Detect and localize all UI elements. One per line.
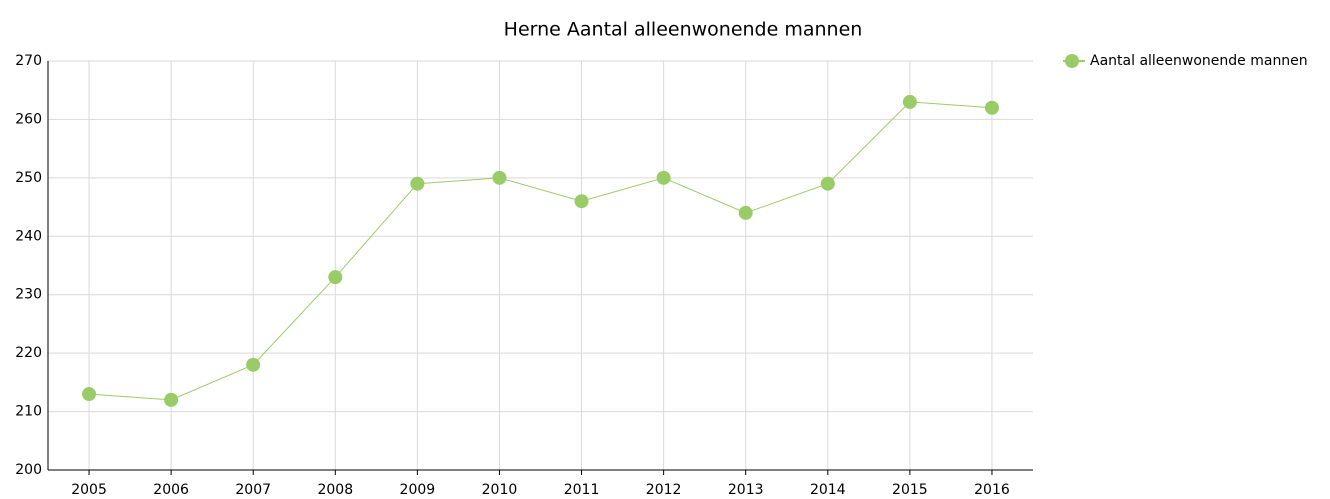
legend-marker	[1065, 54, 1079, 68]
y-tick-label: 230	[15, 287, 42, 303]
point	[984, 100, 999, 115]
x-tick-label: 2015	[892, 482, 928, 498]
y-tick-label: 210	[15, 404, 42, 420]
point	[902, 94, 917, 109]
point	[738, 205, 753, 220]
point	[492, 170, 507, 185]
point	[82, 387, 97, 402]
x-tick-label: 2012	[646, 482, 682, 498]
y-tick-label: 220	[15, 345, 42, 361]
point	[574, 194, 589, 209]
y-tick-label: 250	[15, 170, 42, 186]
series-line	[89, 101, 992, 401]
x-tick-label: 2016	[974, 482, 1010, 498]
x-tick-label: 2007	[235, 482, 271, 498]
chart-title: Herne Aantal alleenwonende mannen	[504, 19, 863, 41]
legend-label: Aantal alleenwonende mannen	[1090, 53, 1308, 69]
point	[820, 176, 835, 191]
point	[328, 270, 343, 285]
point	[410, 176, 425, 191]
y-tick-label: 200	[15, 462, 42, 478]
x-tick-label: 2014	[810, 482, 846, 498]
x-tick-label: 2010	[482, 482, 518, 498]
x-tick-label: 2013	[728, 482, 764, 498]
y-tick-label: 270	[15, 53, 42, 69]
point	[656, 170, 671, 185]
point	[164, 392, 179, 407]
x-tick-label: 2008	[317, 482, 353, 498]
x-tick-label: 2005	[71, 482, 107, 498]
y-tick-label: 260	[15, 111, 42, 127]
point	[246, 357, 261, 372]
x-tick-label: 2009	[400, 482, 436, 498]
x-tick-label: 2006	[153, 482, 189, 498]
y-tick-label: 240	[15, 228, 42, 244]
x-tick-label: 2011	[564, 482, 600, 498]
